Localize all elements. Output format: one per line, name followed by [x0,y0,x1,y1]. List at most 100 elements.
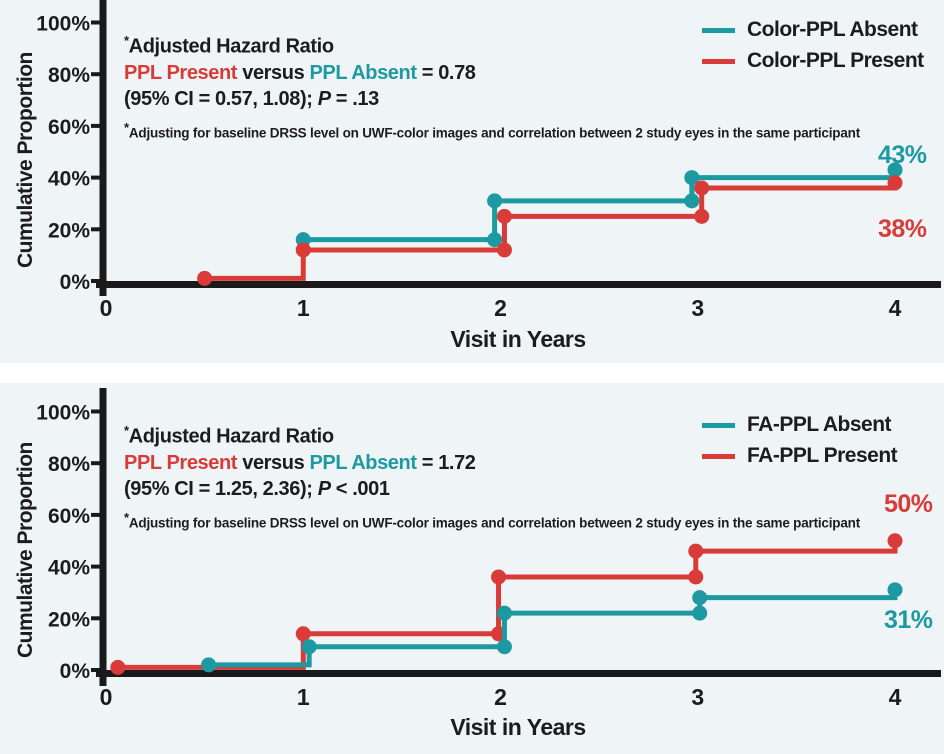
y-tick-mark [91,72,100,77]
series-point-color-ppl-absent [295,232,311,248]
series-point-color-ppl-present [197,270,213,286]
adjustment-footnote: *Adjusting for baseline DRSS level on UW… [124,509,860,531]
panel-divider [0,363,944,383]
y-tick-mark [91,616,100,621]
p-symbol: P [317,477,331,500]
y-tick-label: 60% [48,505,90,528]
legend-label: FA-PPL Present [747,444,898,467]
hazard-comparison: PPL Present versus PPL Absent = 0.78 [124,61,476,84]
legend-top: Color-PPL Absent Color-PPL Present [702,18,924,73]
y-tick-label: 40% [48,557,90,580]
y-tick-mark [91,20,100,25]
asterisk: * [124,33,129,48]
y-tick-mark [91,512,100,517]
ppl-present-label: PPL Present [124,61,238,84]
x-tick-label: 4 [889,295,902,321]
hazard-title: *Adjusted Hazard Ratio [124,33,334,58]
x-axis-line [96,670,941,677]
hazard-annotation-bottom: *Adjusted Hazard Ratio PPL Present versu… [124,418,860,530]
y-tick-mark [91,175,100,180]
y-tick-label: 20% [48,608,90,631]
series-point-fa-ppl-absent [692,605,708,621]
series-point-fa-ppl-present [295,626,311,642]
adjustment-footnote: *Adjusting for baseline DRSS level on UW… [124,119,860,141]
y-axis-line [99,388,107,686]
x-axis-line [96,281,941,288]
series-point-fa-ppl-present [491,569,507,585]
y-tick-mark [91,123,100,128]
series-point-fa-ppl-absent [496,605,512,621]
series-point-color-ppl-present [887,175,903,191]
series-point-fa-ppl-absent [301,639,317,655]
x-tick-label: 1 [297,684,310,710]
legend-bottom: FA-PPL Absent FA-PPL Present [702,413,898,468]
hazard-annotation-top: *Adjusted Hazard Ratio PPL Present versu… [124,28,860,140]
legend-swatch-absent [702,422,735,428]
x-tick-label: 2 [494,684,507,710]
y-tick-label: 0% [60,271,91,294]
x-tick-label: 1 [297,295,310,321]
series-point-color-ppl-present [496,208,512,224]
end-label-color-ppl-present: 38% [878,215,927,243]
series-point-fa-ppl-absent [201,657,217,673]
chart-bottom: 0% 20% 40% 60% 80% 100% 0 1 2 3 4 [36,388,941,710]
hazard-title: *Adjusted Hazard Ratio [124,423,334,448]
legend-item-color-ppl-absent: Color-PPL Absent [702,18,924,42]
y-axis-title-bottom: Cumulative Proportion [14,442,37,658]
series-point-fa-ppl-present [110,659,126,675]
series-point-color-ppl-absent [684,170,700,186]
y-tick-mark [91,461,100,466]
hazard-ratio-value: = 0.78 [416,61,476,84]
series-point-fa-ppl-present [688,569,704,585]
x-tick-label: 3 [691,295,704,321]
y-axis-line [99,0,107,296]
y-tick-label: 80% [48,64,90,87]
y-tick-label: 40% [48,168,90,191]
series-point-color-ppl-absent [487,193,503,209]
series-point-fa-ppl-present [688,543,704,559]
x-tick-label: 0 [100,684,113,710]
x-tick-label: 0 [100,295,113,321]
series-point-fa-ppl-absent [692,590,708,606]
series-point-fa-ppl-present [887,533,903,549]
series-point-color-ppl-absent [684,193,700,209]
y-tick-label: 20% [48,219,90,242]
asterisk: * [124,509,129,525]
y-tick-mark [91,668,100,672]
legend-swatch-present [702,58,735,64]
p-value: < .001 [330,477,390,500]
asterisk: * [124,423,129,438]
x-axis-title-top: Visit in Years [450,326,586,352]
legend-label: Color-PPL Absent [747,18,918,41]
asterisk: * [124,119,129,135]
hazard-comparison: PPL Present versus PPL Absent = 1.72 [124,451,476,474]
p-value: = .13 [330,87,379,110]
legend-label: Color-PPL Present [747,49,924,72]
legend-label: FA-PPL Absent [747,413,892,436]
y-tick-mark [91,227,100,232]
confidence-interval: (95% CI = 1.25, 2.36); P < .001 [124,477,390,500]
series-line-color-ppl-absent [303,169,898,243]
y-tick-label: 60% [48,116,90,139]
y-tick-label: 80% [48,453,90,476]
series-point-color-ppl-present [496,242,512,258]
hazard-ratio-value: = 1.72 [416,451,476,474]
legend-item-fa-ppl-present: FA-PPL Present [702,444,898,468]
p-symbol: P [317,87,331,110]
y-tick-mark [91,564,100,569]
chart-top: 0% 20% 40% 60% 80% 100% 0 1 2 3 4 [36,0,941,321]
end-label-fa-ppl-absent: 31% [884,606,933,634]
legend-swatch-absent [702,27,735,33]
series-point-color-ppl-present [694,180,710,196]
series-point-color-ppl-absent [887,162,903,178]
x-axis-title-bottom: Visit in Years [450,714,586,740]
y-tick-mark [91,279,100,283]
series-point-color-ppl-absent [487,232,503,248]
ppl-absent-label: PPL Absent [309,451,417,474]
end-label-fa-ppl-present: 50% [884,490,933,518]
ppl-absent-label: PPL Absent [309,61,417,84]
y-tick-label: 0% [60,660,91,683]
y-axis-title-top: Cumulative Proportion [14,52,37,268]
